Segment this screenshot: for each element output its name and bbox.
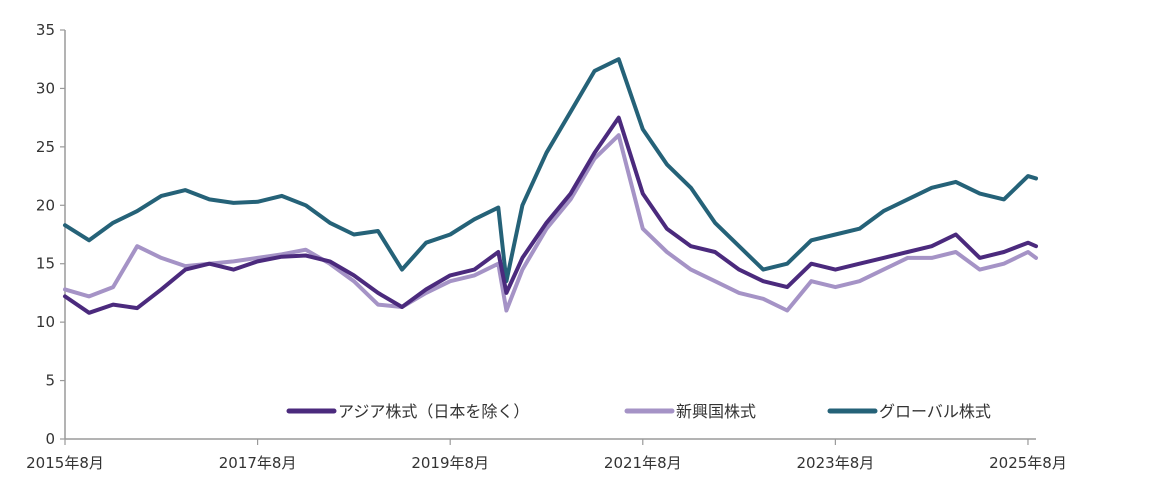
legend-item-2: 新興国株式 <box>624 402 756 421</box>
y-tick-label: 25 <box>36 138 55 156</box>
y-tick-label: 10 <box>36 313 55 331</box>
legend-item-1: アジア株式（日本を除く） <box>286 402 529 421</box>
legend-label: 新興国株式 <box>676 402 756 421</box>
axes: 0 5 10 15 20 25 30 35 2015年8月 2017年8月 2019年8月 2021年… <box>26 21 1067 472</box>
x-tick-label: 2015年8月 <box>26 454 104 472</box>
y-tick-label: 5 <box>45 372 55 390</box>
series-lines <box>63 57 1038 315</box>
x-tick-label: 2017年8月 <box>219 454 297 472</box>
legend-item-3: グローバル株式 <box>827 402 991 421</box>
x-tick-label: 2025年8月 <box>989 454 1067 472</box>
legend-label: グローバル株式 <box>879 402 991 421</box>
series-line-3 <box>63 57 1038 284</box>
legend-label: アジア株式（日本を除く） <box>338 402 529 421</box>
y-tick-label: 0 <box>45 430 55 448</box>
x-tick-label: 2019年8月 <box>411 454 489 472</box>
x-tick-label: 2021年8月 <box>604 454 682 472</box>
y-tick-label: 35 <box>36 21 55 39</box>
legend: アジア株式（日本を除く） 新興国株式 グローバル株式 <box>286 402 991 421</box>
series-line-2 <box>63 133 1038 313</box>
y-tick-label: 20 <box>36 196 55 214</box>
y-tick-label: 30 <box>36 79 55 97</box>
y-tick-label: 15 <box>36 255 55 273</box>
x-tick-label: 2023年8月 <box>797 454 875 472</box>
series-line-1 <box>63 115 1038 315</box>
